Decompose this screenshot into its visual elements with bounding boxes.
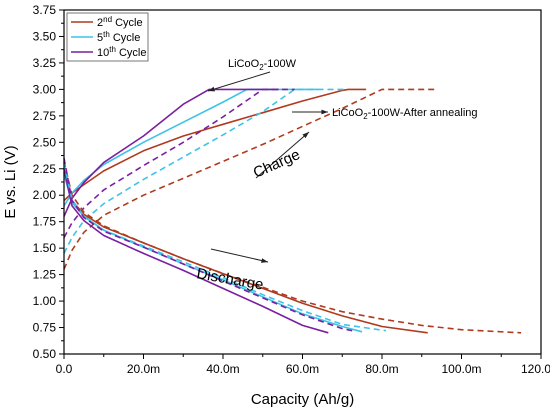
annotation-charge-label: Charge [251, 146, 303, 182]
legend-entry-text: Cycle [110, 32, 141, 44]
y-tick-label: 2.50 [33, 135, 57, 149]
y-tick-label: 1.50 [33, 241, 57, 255]
x-tick-label: 80.0m [365, 362, 398, 376]
x-tick-label: 0.0 [56, 362, 73, 376]
annotation-licoo2-subscript: 2 [259, 63, 264, 72]
annotation-licoo2-arrow-head [208, 86, 215, 92]
series-line-discharge-dashed-11 [63, 158, 353, 332]
annotation-licoo2-arrow-shaft [207, 71, 271, 92]
annotation-licoo2: LiCoO2-100W [228, 58, 297, 72]
legend-entry-label: 5th Cycle [97, 30, 140, 44]
y-tick-label: 1.75 [33, 215, 57, 229]
annotation-licoo2-rest: -100W [264, 58, 297, 70]
x-axis-title: Capacity (Ah/g) [251, 391, 354, 408]
annotation-annealed-rest: -100W-After annealing [368, 107, 478, 119]
legend-entry-label: 10th Cycle [97, 45, 146, 59]
annotation-discharge-arrow-shaft [210, 248, 269, 263]
annotation-licoo2-base: LiCoO [228, 58, 260, 70]
y-tick-label: 3.75 [33, 3, 57, 17]
series-line-charge-dashed-4 [63, 88, 347, 254]
y-tick-label: 2.00 [33, 188, 57, 202]
series-line-charge-dashed-5 [63, 88, 295, 238]
x-tick-label: 100.0m [441, 362, 481, 376]
annotation-annealed: LiCoO2-100W-After annealing [332, 107, 478, 121]
y-tick-label: 3.00 [33, 82, 57, 96]
legend-entry-label: 2nd Cycle [97, 15, 143, 29]
y-tick-label: 0.75 [33, 321, 57, 335]
x-tick-label: 20.0m [127, 362, 160, 376]
annotation-discharge-arrow-head [261, 258, 268, 263]
legend-entry-text: Cycle [112, 17, 143, 29]
legend-entry-suffix: th [109, 45, 116, 54]
legend-entry-text: Cycle [116, 47, 147, 59]
annotation-annealed-subscript: 2 [363, 112, 368, 121]
y-tick-label: 1.00 [33, 294, 57, 308]
legend-entry-number: 5 [97, 32, 103, 44]
y-tick-label: 3.25 [33, 56, 57, 70]
legend-entry-suffix: nd [103, 15, 112, 24]
axes-layer: 0.0 20.0m 40.0m 60.0m 80.0m 100.0m 120.0m 0.50 0… [2, 3, 550, 408]
annotation-annealed-base: LiCoO [332, 107, 364, 119]
series-line-discharge-solid-8 [63, 168, 329, 334]
series-line-discharge-dashed-10 [63, 163, 387, 332]
x-tick-label: 120.0m [521, 362, 550, 376]
y-tick-label: 2.25 [33, 162, 57, 176]
legend-entry-number: 2 [97, 17, 103, 29]
y-tick-label: 0.50 [33, 347, 57, 361]
y-tick-label: 3.50 [33, 29, 57, 43]
annotation-discharge-label: Discharge [195, 265, 264, 293]
legend-entry-suffix: th [103, 30, 110, 39]
y-tick-label: 1.25 [33, 268, 57, 282]
annotation-charge-arrow-head [302, 132, 309, 139]
y-tick-label: 2.75 [33, 109, 57, 123]
series-line-discharge-solid-6 [63, 171, 428, 334]
x-tick-label: 60.0m [286, 362, 319, 376]
y-axis-title: E vs. Li (V) [2, 145, 19, 218]
series-line-charge-solid-2 [63, 88, 279, 217]
annotation-charge-arrow-shaft [255, 131, 310, 179]
curves-layer [63, 88, 522, 334]
series-line-charge-solid-1 [63, 88, 319, 207]
legend-entry-number: 10 [97, 47, 109, 59]
annotation-annealed-arrow-head [321, 109, 328, 115]
x-tick-label: 40.0m [206, 362, 239, 376]
